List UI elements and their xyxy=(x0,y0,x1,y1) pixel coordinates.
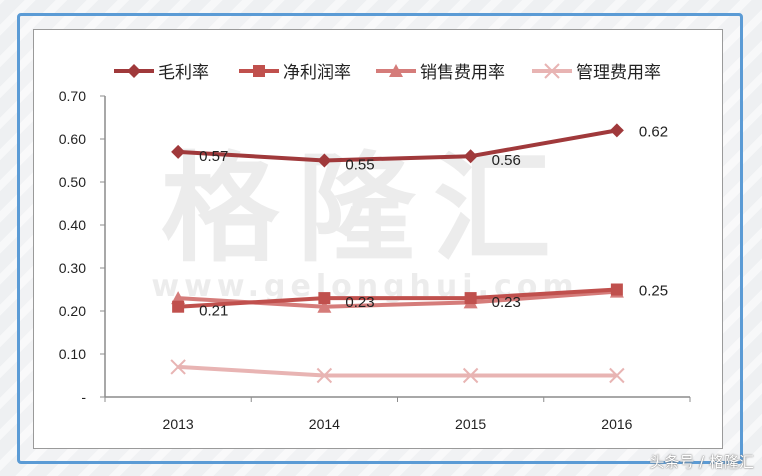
y-tick-label: 0.50 xyxy=(59,174,86,190)
data-label: 0.55 xyxy=(345,157,374,174)
series-square xyxy=(172,283,623,313)
legend-item: 毛利率 xyxy=(114,63,209,83)
x-tick-label: 2015 xyxy=(455,416,486,432)
chart-series xyxy=(170,123,625,384)
legend-label: 销售费用率 xyxy=(420,63,505,83)
chart-legend: 毛利率 净利润率 销售费用率 管理费用率 xyxy=(114,63,661,83)
legend-label: 毛利率 xyxy=(158,63,209,83)
series-x xyxy=(170,359,625,384)
chart-card xyxy=(33,29,723,449)
legend-item: 净利润率 xyxy=(239,63,351,83)
y-tick-label: 0.20 xyxy=(59,303,86,319)
x-tick-label: 2016 xyxy=(601,416,632,432)
data-label: 0.57 xyxy=(199,148,228,165)
data-label: 0.21 xyxy=(199,303,228,320)
data-labels: 0.57 0.55 0.56 0.62 0.21 0.23 0.23 0.25 xyxy=(199,123,668,319)
y-tick-label: 0.10 xyxy=(59,346,86,362)
x-tick-label: 2013 xyxy=(163,416,194,432)
legend-item: 销售费用率 xyxy=(376,63,505,83)
chart-axes: - 0.10 0.20 0.30 0.40 0.50 0.60 0.70 2013 2014 201… xyxy=(59,88,691,432)
y-tick-label: 0.40 xyxy=(59,217,86,233)
series-diamond xyxy=(171,123,624,168)
legend-label: 管理费用率 xyxy=(576,63,661,83)
y-tick-label: 0.30 xyxy=(59,260,86,276)
data-label: 0.23 xyxy=(345,294,374,311)
x-tick-label: 2014 xyxy=(309,416,340,432)
y-tick-label: - xyxy=(81,389,86,405)
legend-item: 管理费用率 xyxy=(532,63,661,83)
legend-label: 净利润率 xyxy=(283,63,351,83)
watermark-cn: 格隆汇 xyxy=(161,140,569,278)
y-tick-label: 0.70 xyxy=(59,88,86,104)
footer-credit: 头条号 / 格隆汇 xyxy=(649,453,754,471)
data-label: 0.62 xyxy=(639,123,668,140)
data-label: 0.23 xyxy=(492,294,521,311)
data-label: 0.25 xyxy=(639,283,668,300)
data-label: 0.56 xyxy=(492,152,521,169)
y-tick-label: 0.60 xyxy=(59,131,86,147)
